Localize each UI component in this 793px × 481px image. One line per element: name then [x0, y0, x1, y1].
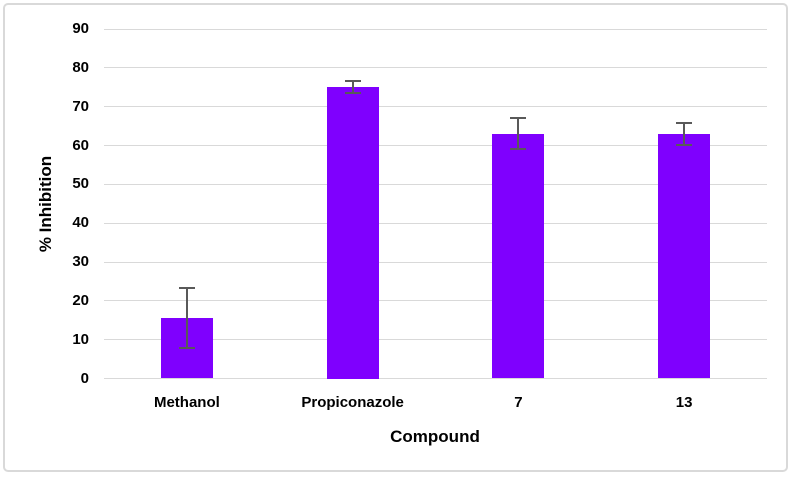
x-axis-title: Compound: [390, 427, 480, 446]
chart-frame: [3, 3, 788, 472]
y-axis-title: % Inhibition: [36, 155, 55, 253]
